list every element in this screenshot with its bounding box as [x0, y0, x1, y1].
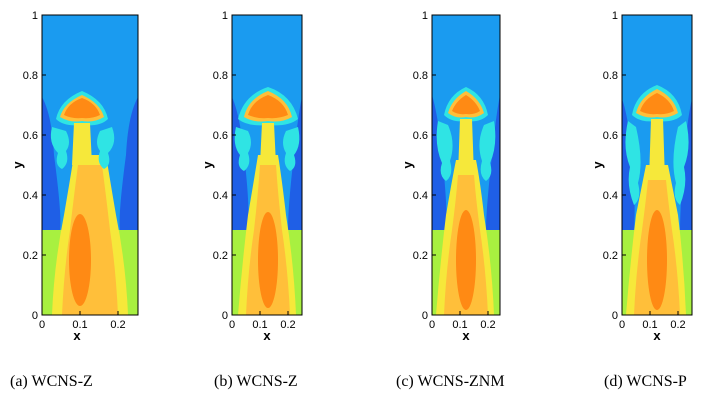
left-roll-up: [436, 121, 453, 181]
panel-caption: (d) WCNS-P: [604, 373, 687, 390]
mushroom-cap-core: [452, 95, 480, 115]
y-tick-label: 0.6: [413, 130, 428, 142]
x-tick-label: 0: [229, 319, 235, 331]
y-tick-label: 0.8: [413, 70, 428, 82]
contour-plot-d: 0 0.2 0.4 0.6 0.8 1 0 0.1 0.2 x y: [590, 10, 693, 343]
right-roll-up: [97, 127, 115, 169]
y-tick-label: 1: [612, 10, 618, 22]
panel-caption: (c) WCNS-ZNM: [396, 373, 505, 390]
left-roll-up: [234, 127, 251, 171]
y-axis-title: y: [590, 161, 605, 169]
x-axis-ticks: [431, 311, 489, 315]
y-tick-label: 0.8: [603, 70, 618, 82]
panel-d: 0 0.2 0.4 0.6 0.8 1 0 0.1 0.2 x y (d) WC…: [580, 0, 721, 406]
mushroom-cap-core: [64, 98, 100, 119]
x-axis-title: x: [263, 328, 271, 343]
plot-frame: [231, 14, 303, 316]
x-axis-ticks: [231, 311, 289, 315]
x-tick-label: 0.2: [280, 319, 295, 331]
right-roll-up: [479, 121, 496, 181]
orange-core: [258, 212, 278, 308]
left-roll-up: [625, 121, 641, 205]
y-tick-label: 0.8: [23, 70, 38, 82]
x-tick-label: 0: [429, 319, 435, 331]
x-tick-label: 0: [619, 319, 625, 331]
x-axis-ticks: [41, 311, 119, 315]
y-tick-label: 0.2: [603, 250, 618, 262]
plume-stem: [649, 119, 665, 180]
y-tick-label: 0: [422, 310, 428, 322]
panel-b: 0 0.2 0.4 0.6 0.8 1 0 0.1 0.2 x y (b) WC…: [190, 0, 380, 406]
plot-frame: [41, 14, 139, 316]
y-tick-label: 0.4: [213, 190, 228, 202]
x-axis-title: x: [653, 328, 661, 343]
orange-core: [647, 210, 667, 310]
x-tick-label: 0.2: [480, 319, 495, 331]
x-tick-label: 0: [39, 319, 45, 331]
x-tick-label: 0.1: [72, 319, 87, 331]
mushroom-cap-core: [248, 95, 288, 119]
x-tick-label: 0.1: [252, 319, 267, 331]
plume-stem: [72, 123, 92, 165]
y-axis-title: y: [10, 161, 25, 169]
y-tick-label: 0.2: [23, 250, 38, 262]
y-tick-label: 0.8: [213, 70, 228, 82]
left-roll-up: [50, 127, 69, 169]
x-axis-ticks: [621, 311, 679, 315]
panel-c: 0 0.2 0.4 0.6 0.8 1 0 0.1 0.2 x y (c) WC…: [390, 0, 580, 406]
y-tick-label: 0.6: [213, 130, 228, 142]
plume-stem: [458, 119, 474, 175]
y-axis-title: y: [400, 161, 415, 169]
x-tick-label: 0.2: [670, 319, 685, 331]
y-tick-label: 0: [222, 310, 228, 322]
x-axis-title: x: [73, 328, 81, 343]
x-tick-label: 0.2: [110, 319, 125, 331]
orange-core: [456, 210, 476, 310]
y-tick-label: 1: [222, 10, 228, 22]
y-tick-label: 0: [612, 310, 618, 322]
y-axis-ticks: [622, 14, 626, 316]
y-tick-label: 0.2: [213, 250, 228, 262]
y-tick-label: 0.2: [413, 250, 428, 262]
y-tick-label: 0.6: [23, 130, 38, 142]
plot-frame: [621, 14, 693, 316]
x-tick-label: 0.1: [642, 319, 657, 331]
x-tick-label: 0.1: [452, 319, 467, 331]
orange-core: [69, 214, 91, 306]
y-axis-ticks: [232, 14, 236, 316]
panel-caption: (b) WCNS-Z: [214, 373, 298, 390]
contour-plot-b: 0 0.2 0.4 0.6 0.8 1 0 0.1 0.2 x y: [200, 10, 303, 343]
plot-frame: [431, 14, 501, 316]
right-roll-up: [283, 127, 300, 171]
y-tick-label: 0: [32, 310, 38, 322]
y-axis-ticks: [432, 14, 436, 316]
y-tick-label: 0.4: [603, 190, 618, 202]
y-tick-label: 1: [32, 10, 38, 22]
y-tick-label: 0.6: [603, 130, 618, 142]
contour-plot-a: 0 0.2 0.4 0.6 0.8 1 0 0.1 0.2 x y: [10, 10, 139, 343]
y-tick-label: 1: [422, 10, 428, 22]
y-axis-title: y: [200, 161, 215, 169]
plume-stem: [260, 123, 276, 165]
mushroom-cap-core: [640, 93, 674, 115]
panel-a: 0 0.2 0.4 0.6 0.8 1 0 0.1 0.2 x y (a) WC…: [0, 0, 190, 406]
contour-plot-c: 0 0.2 0.4 0.6 0.8 1 0 0.1 0.2 x y: [400, 10, 501, 343]
y-axis-ticks: [42, 14, 46, 316]
panel-caption: (a) WCNS-Z: [10, 373, 93, 390]
y-tick-label: 0.4: [413, 190, 428, 202]
x-axis-title: x: [462, 328, 470, 343]
right-roll-up: [673, 121, 689, 205]
y-tick-label: 0.4: [23, 190, 38, 202]
